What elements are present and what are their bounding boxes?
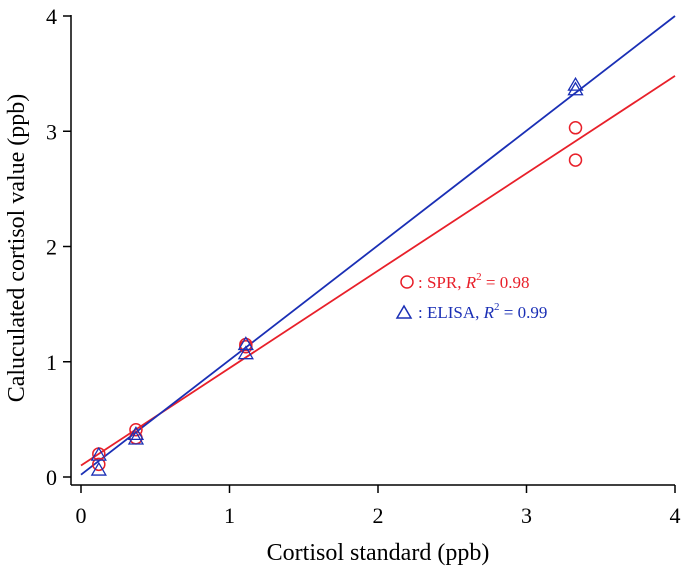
y-tick-label: 3: [46, 119, 57, 144]
x-tick-label: 3: [521, 503, 532, 528]
legend-elisa-label: : ELISA, R2 = 0.99: [418, 301, 547, 322]
spr-point: [568, 153, 583, 167]
y-tick-label: 2: [46, 235, 57, 260]
elisa-point: [237, 345, 254, 360]
x-tick-label: 2: [373, 503, 384, 528]
x-tick-label: 0: [76, 503, 87, 528]
elisa-point: [567, 81, 584, 96]
spr-point: [92, 457, 106, 472]
y-tick-label: 4: [46, 4, 57, 29]
x-tick-label: 1: [224, 503, 235, 528]
y-tick-label: 1: [46, 350, 57, 375]
legend-elisa-marker: [395, 304, 413, 319]
elisa-point: [90, 446, 107, 461]
x-axis-title: Cortisol standard (ppb): [267, 540, 490, 566]
elisa-fit-line: [80, 15, 676, 476]
elisa-point: [127, 426, 145, 441]
spr-point: [568, 121, 583, 135]
elisa-point: [127, 430, 145, 445]
spr-point: [129, 422, 143, 437]
legend-spr-marker: [400, 275, 414, 289]
legend-spr-label: : SPR, R2 = 0.98: [418, 271, 529, 292]
x-tick-label: 4: [670, 503, 681, 528]
y-tick-label: 0: [46, 465, 57, 490]
legend: : SPR, R2 = 0.98 : ELISA, R2 = 0.99: [395, 271, 547, 322]
elisa-point: [567, 76, 584, 91]
y-axis-title: Caluculated cortisol value (ppb): [4, 94, 30, 403]
elisa-point: [90, 461, 107, 476]
spr-fit-line: [80, 75, 676, 467]
elisa-point: [237, 336, 254, 351]
